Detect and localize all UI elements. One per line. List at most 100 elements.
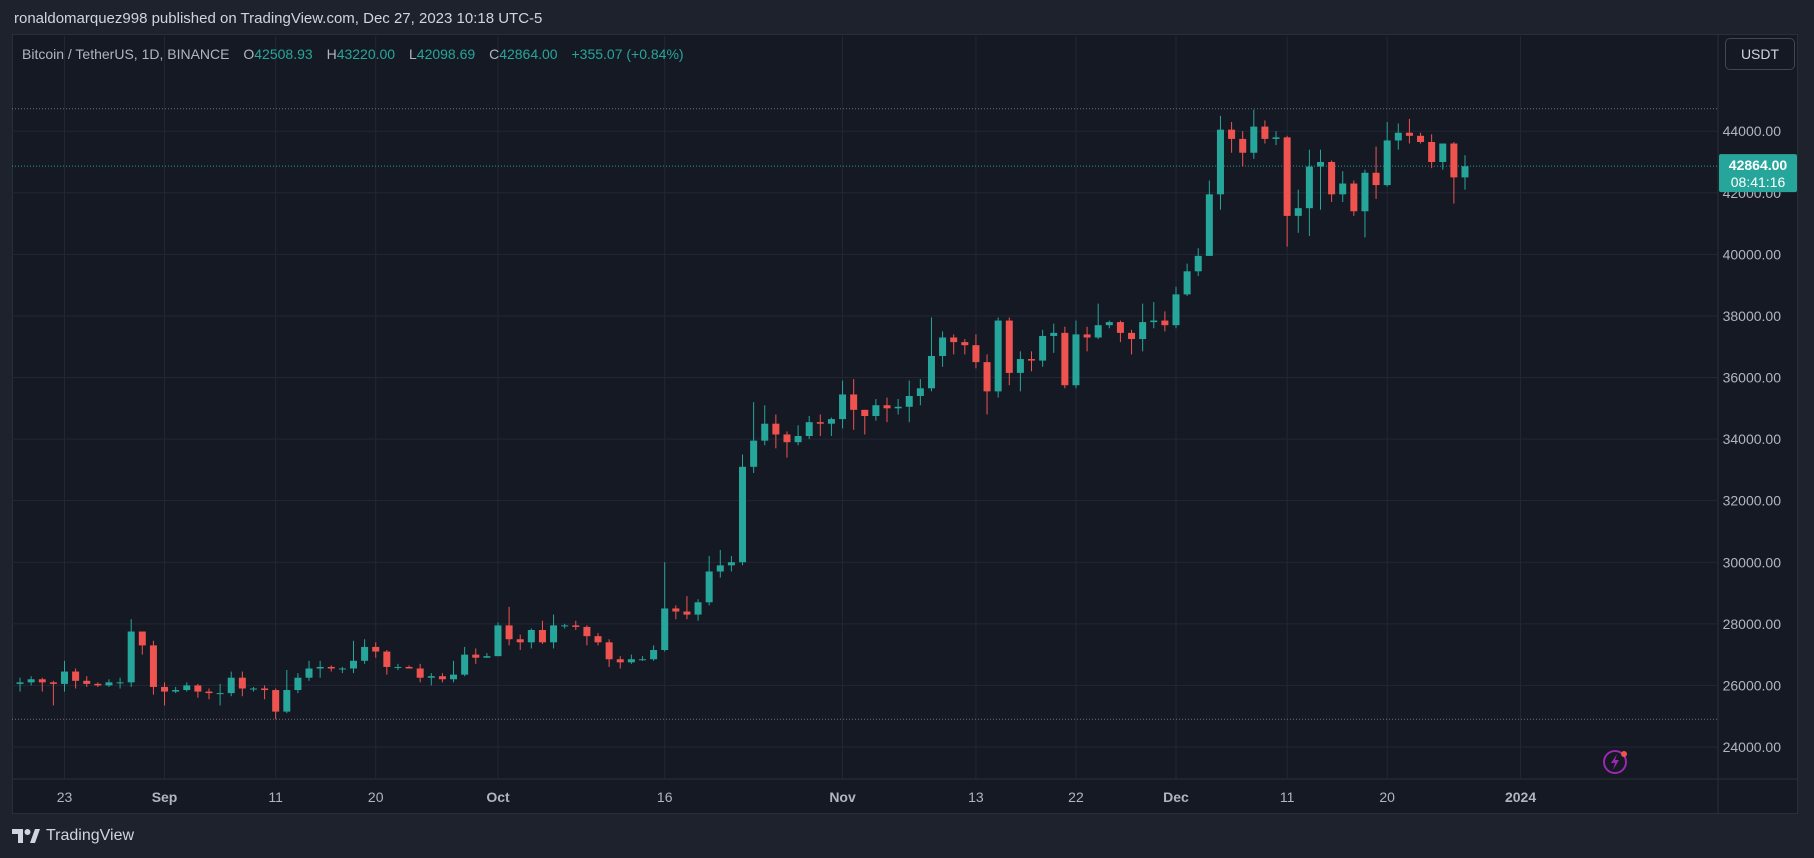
candle-body[interactable] [705, 571, 713, 603]
candle-body[interactable] [272, 690, 280, 712]
candle-body[interactable] [1272, 137, 1280, 139]
currency-button[interactable]: USDT [1725, 38, 1795, 70]
candle-body[interactable] [1439, 143, 1447, 162]
candle-body[interactable] [372, 646, 380, 652]
candle-body[interactable] [961, 342, 969, 346]
candle-body[interactable] [1150, 320, 1158, 323]
candle-body[interactable] [294, 677, 302, 691]
candle-body[interactable] [183, 685, 191, 691]
candle-body[interactable] [405, 666, 413, 669]
candle-body[interactable] [1061, 332, 1069, 386]
candle-body[interactable] [349, 660, 357, 669]
candle-body[interactable] [461, 654, 469, 675]
candle-body[interactable] [1394, 132, 1402, 141]
candle-body[interactable] [1294, 208, 1302, 216]
candle-body[interactable] [427, 676, 435, 678]
candle-body[interactable] [1339, 183, 1347, 195]
candle-body[interactable] [205, 691, 213, 694]
candle-body[interactable] [83, 680, 91, 684]
candle-body[interactable] [1005, 320, 1013, 373]
candle-body[interactable] [1072, 334, 1080, 386]
candle-body[interactable] [761, 423, 769, 441]
candle-body[interactable] [1183, 271, 1191, 295]
candle-body[interactable] [950, 337, 958, 343]
candle-body[interactable] [972, 345, 980, 363]
candle-body[interactable] [594, 636, 602, 643]
candle-body[interactable] [172, 690, 180, 692]
candle-body[interactable] [883, 405, 891, 409]
candle-body[interactable] [939, 337, 947, 356]
candle-body[interactable] [772, 423, 780, 435]
candle-body[interactable] [450, 674, 458, 680]
candle-body[interactable] [616, 659, 624, 663]
candle-body[interactable] [1405, 132, 1413, 136]
candle-body[interactable] [261, 688, 269, 691]
candle-body[interactable] [1050, 332, 1058, 336]
candle-body[interactable] [927, 355, 935, 389]
candle-body[interactable] [1128, 332, 1136, 340]
candle-body[interactable] [1250, 126, 1258, 153]
candle-body[interactable] [661, 608, 669, 651]
candle-body[interactable] [1261, 126, 1269, 139]
candle-body[interactable] [805, 422, 813, 437]
candle-body[interactable] [694, 602, 702, 615]
candle-body[interactable] [383, 651, 391, 667]
candle-body[interactable] [1450, 143, 1458, 178]
candle-body[interactable] [783, 434, 791, 443]
candle-body[interactable] [361, 646, 369, 661]
candle-body[interactable] [1239, 138, 1247, 153]
candle-body[interactable] [38, 679, 46, 683]
candle-body[interactable] [1461, 166, 1469, 178]
candle-body[interactable] [61, 671, 68, 684]
candle-body[interactable] [94, 683, 102, 686]
candle-body[interactable] [161, 686, 169, 692]
candle-body[interactable] [127, 631, 135, 683]
candle-body[interactable] [316, 666, 324, 669]
candle-body[interactable] [583, 626, 591, 637]
candle-body[interactable] [1316, 161, 1324, 167]
candle-body[interactable] [1094, 325, 1102, 338]
candle-body[interactable] [1205, 194, 1213, 256]
candle-body[interactable] [683, 611, 691, 615]
candle-body[interactable] [627, 659, 635, 663]
candle-body[interactable] [438, 676, 446, 680]
candle-body[interactable] [238, 677, 246, 689]
candle-body[interactable] [216, 693, 224, 695]
candle-body[interactable] [638, 659, 646, 661]
candle-body[interactable] [1283, 137, 1291, 216]
candle-body[interactable] [16, 682, 24, 684]
candle-body[interactable] [483, 656, 491, 658]
candle-body[interactable] [1105, 322, 1113, 326]
candle-body[interactable] [249, 688, 257, 690]
candle-body[interactable] [716, 565, 724, 572]
candle-body[interactable] [816, 422, 824, 424]
candle-body[interactable] [1383, 140, 1391, 186]
candle-body[interactable] [505, 625, 513, 640]
candle-body[interactable] [994, 320, 1002, 392]
candle-body[interactable] [338, 668, 346, 670]
candle-body[interactable] [1228, 129, 1236, 139]
candle-body[interactable] [750, 440, 758, 467]
candle-body[interactable] [1216, 129, 1224, 195]
candle-body[interactable] [916, 388, 924, 396]
candle-body[interactable] [827, 419, 835, 424]
candle-body[interactable] [1350, 183, 1358, 212]
candle-body[interactable] [839, 394, 847, 420]
candle-body[interactable] [672, 608, 680, 612]
candle-body[interactable] [149, 645, 157, 687]
candle-body[interactable] [1305, 166, 1313, 209]
candle-body[interactable] [516, 639, 524, 643]
candle-body[interactable] [116, 682, 124, 684]
candle-body[interactable] [905, 395, 913, 407]
candle-body[interactable] [1372, 172, 1380, 186]
candle-body[interactable] [538, 629, 546, 643]
candle-body[interactable] [794, 436, 802, 443]
candle-body[interactable] [494, 625, 502, 657]
candle-body[interactable] [1016, 359, 1024, 373]
candle-body[interactable] [1428, 141, 1436, 162]
candle-body[interactable] [1361, 172, 1369, 212]
candle-body[interactable] [527, 629, 535, 643]
candle-body[interactable] [850, 394, 858, 410]
candle-body[interactable] [472, 654, 480, 658]
